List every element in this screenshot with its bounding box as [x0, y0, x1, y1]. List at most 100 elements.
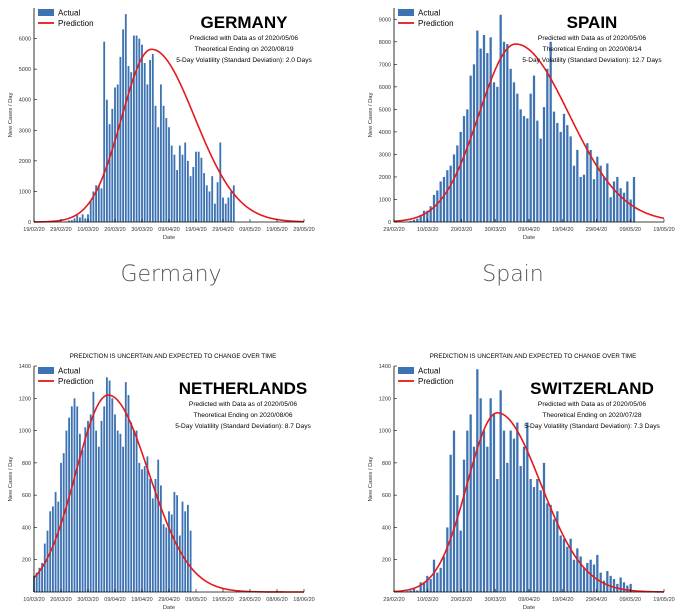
x-tick-label: 29/05/20 — [293, 227, 314, 233]
x-tick-label: 09/04/20 — [104, 597, 125, 603]
bar — [452, 430, 456, 592]
bar — [138, 462, 141, 592]
bar — [429, 206, 432, 222]
legend-actual-swatch — [38, 367, 54, 374]
y-tick-label: 4000 — [379, 130, 391, 136]
bar — [449, 454, 452, 592]
legend-actual-label: Actual — [418, 9, 440, 18]
bar — [230, 191, 233, 222]
bar — [122, 446, 125, 592]
bar — [619, 188, 622, 222]
bar — [211, 176, 214, 222]
bar — [41, 562, 44, 592]
bar — [429, 579, 432, 592]
chart-title: SPAIN — [567, 13, 618, 32]
y-axis-label: New Cases / Day — [368, 93, 374, 138]
bar — [489, 37, 492, 222]
y-tick-label: 9000 — [379, 17, 391, 23]
x-tick-label: 09/05/20 — [185, 597, 206, 603]
x-tick-label: 19/05/20 — [212, 597, 233, 603]
bar — [486, 53, 489, 223]
bar — [162, 524, 165, 592]
prediction-line — [393, 43, 665, 223]
bar — [89, 200, 92, 222]
bar — [76, 215, 79, 222]
bar — [165, 527, 168, 592]
chart-switzerland: PREDICTION IS UNCERTAIN AND EXPECTED TO … — [368, 353, 675, 611]
bar — [629, 583, 632, 592]
bar — [499, 390, 502, 592]
bar — [412, 219, 416, 222]
bar — [57, 501, 60, 592]
bar — [89, 414, 92, 592]
x-tick-label: 29/04/20 — [586, 227, 607, 233]
bar — [499, 14, 502, 223]
x-tick-label: 20/03/20 — [104, 227, 125, 233]
legend-prediction-label: Prediction — [58, 377, 94, 386]
y-tick-label: 200 — [382, 558, 391, 564]
bar — [138, 38, 141, 223]
legend-actual-label: Actual — [58, 367, 80, 376]
bar — [213, 203, 216, 222]
bar — [572, 165, 576, 222]
x-tick-label: 29/05/20 — [239, 597, 260, 603]
bar — [87, 420, 89, 592]
bar — [589, 149, 592, 222]
caption-germany: Germany — [120, 262, 222, 287]
bar — [46, 530, 49, 592]
bar — [78, 433, 81, 592]
bar — [84, 218, 87, 222]
bar — [132, 430, 135, 592]
bar — [599, 165, 602, 222]
bar — [154, 105, 157, 222]
x-tick-label: 10/03/20 — [23, 597, 44, 603]
bar — [114, 87, 116, 222]
x-tick-label: 19/05/20 — [266, 227, 287, 233]
bar — [492, 82, 496, 222]
legend-prediction-label: Prediction — [418, 377, 454, 386]
bar — [81, 449, 84, 592]
bar — [449, 165, 452, 222]
bar — [439, 181, 442, 222]
bar — [516, 422, 519, 592]
x-tick-label: 19/04/20 — [552, 597, 573, 603]
bar — [496, 479, 499, 592]
x-tick-label: 30/03/20 — [131, 227, 152, 233]
bar — [119, 433, 122, 592]
bar — [582, 567, 586, 592]
bar — [476, 369, 479, 592]
y-tick-label: 400 — [22, 525, 31, 531]
bar — [70, 406, 73, 592]
bar — [87, 214, 89, 222]
x-tick-label: 30/03/20 — [77, 597, 98, 603]
y-tick-label: 1400 — [19, 364, 31, 370]
bar — [612, 181, 616, 222]
x-tick-label: 09/04/20 — [518, 227, 539, 233]
y-tick-label: 1000 — [379, 429, 391, 435]
bar — [609, 197, 612, 222]
bar — [576, 149, 579, 222]
bar — [579, 556, 582, 592]
bar — [159, 485, 162, 592]
bar — [181, 154, 184, 222]
bar — [168, 511, 170, 592]
bar — [569, 538, 572, 592]
bar — [562, 113, 566, 222]
legend-actual-label: Actual — [418, 367, 440, 376]
bar — [432, 194, 436, 222]
y-tick-label: 1000 — [379, 197, 391, 203]
bar — [529, 479, 532, 592]
bar — [509, 68, 512, 223]
x-tick-label: 19/04/20 — [552, 227, 573, 233]
bar — [462, 459, 466, 592]
y-tick-label: 1200 — [379, 396, 391, 402]
bar — [78, 217, 81, 222]
y-tick-label: 5000 — [379, 107, 391, 113]
bar — [446, 170, 449, 222]
bar — [622, 192, 626, 222]
x-tick-label: 10/03/20 — [77, 227, 98, 233]
bar — [489, 398, 492, 592]
y-tick-label: 600 — [22, 493, 31, 499]
bar — [442, 176, 446, 222]
x-tick-label: 19/04/20 — [185, 227, 206, 233]
